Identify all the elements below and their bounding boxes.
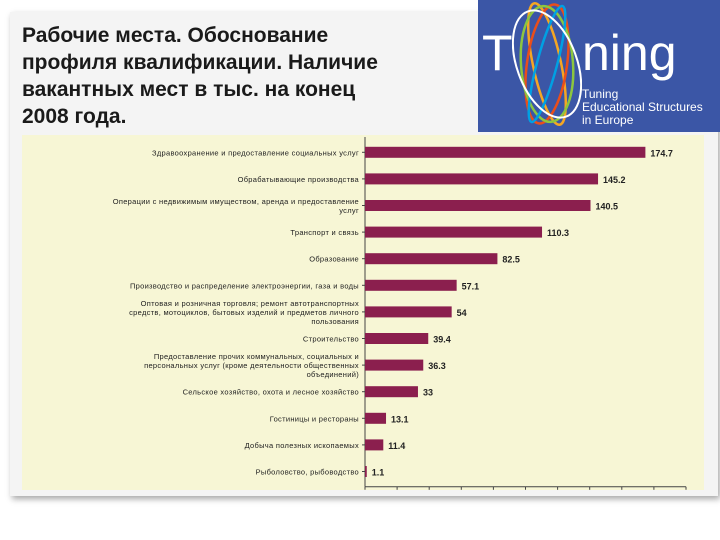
bar-value-label: 54	[457, 308, 467, 318]
bar	[365, 306, 452, 318]
bar-value-label: 1.1	[372, 468, 385, 478]
bar-value-label: 145.2	[603, 175, 626, 185]
category-label: Добыча полезных ископаемых	[245, 441, 359, 450]
bar	[365, 173, 599, 185]
logo-rings-icon	[512, 2, 582, 126]
bar-value-label: 110.3	[547, 228, 569, 238]
bar-value-label: 140.5	[596, 202, 619, 212]
category-label: Обрабатывающие производства	[238, 175, 360, 184]
category-label: пользования	[311, 317, 359, 326]
chart-panel: 174.7 Здравоохранение и предоставление со…	[22, 135, 704, 490]
category-label: Производство и распределение электроэнер…	[130, 281, 359, 290]
bar	[365, 253, 498, 265]
logo-word: ning	[582, 25, 677, 81]
bar	[365, 466, 367, 477]
category-label: Рыболовство, рыбоводство	[256, 468, 359, 477]
category-label: Оптовая и розничная торговля; ремонт авт…	[141, 299, 359, 308]
tuning-logo: T ning Tuning Educational Structures in …	[478, 0, 720, 132]
category-label: средств, мотоциклов, бытовых изделий и п…	[129, 308, 359, 317]
bar-value-label: 57.1	[462, 281, 480, 291]
logo-letter-t: T	[482, 25, 513, 81]
category-label: Гостиницы и рестораны	[270, 414, 359, 423]
bar	[365, 359, 424, 371]
bar	[365, 200, 591, 211]
bar	[365, 386, 418, 398]
category-label: Предоставление прочих коммунальных, соци…	[154, 352, 359, 361]
category-label: Транспорт и связь	[290, 228, 359, 237]
category-label: Операции с недвижимым имуществом, аренда…	[113, 197, 359, 206]
bar	[365, 146, 646, 158]
bar	[365, 333, 429, 344]
category-label: персональных услуг (кроме деятельности о…	[144, 361, 359, 370]
slide-title: Рабочие места. Обоснование профиля квали…	[22, 24, 378, 128]
category-label: объединений)	[307, 370, 360, 379]
bar-value-label: 36.3	[428, 361, 446, 371]
bar	[365, 226, 543, 238]
bar-value-label: 33	[423, 388, 433, 398]
bar	[365, 279, 457, 291]
category-label: Здравоохранение и предоставление социаль…	[152, 148, 359, 157]
category-label: Строительство	[303, 335, 359, 344]
category-label: услуг	[339, 206, 359, 215]
bar-value-label: 39.4	[433, 335, 451, 345]
bar-value-label: 174.7	[650, 148, 673, 158]
bar-value-label: 11.4	[388, 441, 405, 451]
bar-value-label: 13.1	[391, 414, 409, 424]
bar-value-label: 82.5	[502, 255, 520, 265]
bar	[365, 439, 384, 451]
bar	[365, 412, 387, 424]
category-label: Образование	[309, 255, 359, 264]
logo-subtitle: Tuning Educational Structures in Europe	[582, 87, 703, 127]
category-label: Сельское хозяйство, охота и лесное хозяй…	[183, 388, 359, 397]
bar-chart: 174.7 Здравоохранение и предоставление со…	[113, 137, 687, 490]
